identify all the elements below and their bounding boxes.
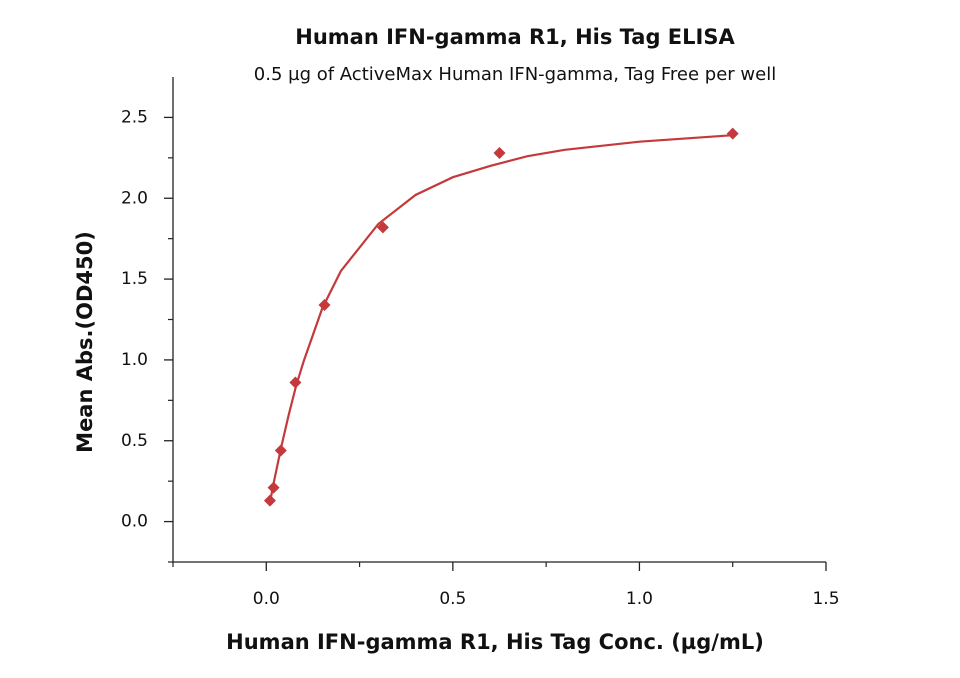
- y-tick-label: 1.0: [121, 350, 148, 370]
- y-axis-label: Mean Abs.(OD450): [73, 231, 97, 453]
- x-tick-label: 0.5: [439, 589, 466, 609]
- data-point: [493, 146, 506, 159]
- chart-title: Human IFN-gamma R1, His Tag ELISA: [295, 25, 735, 49]
- y-tick-label: 0.5: [121, 431, 148, 451]
- x-tick-label: 1.5: [812, 589, 839, 609]
- data-point: [376, 221, 389, 234]
- y-tick-label: 2.5: [121, 107, 148, 127]
- y-tick-label: 1.5: [121, 269, 148, 289]
- fit-curve: [268, 134, 733, 503]
- x-axis-label: Human IFN-gamma R1, His Tag Conc. (µg/mL…: [226, 630, 764, 654]
- x-tick-label: 0.0: [253, 589, 280, 609]
- y-tick-label: 0.0: [121, 512, 148, 532]
- chart-subtitle: 0.5 µg of ActiveMax Human IFN-gamma, Tag…: [254, 64, 776, 85]
- x-tick-label: 1.0: [626, 589, 653, 609]
- data-point: [726, 127, 739, 140]
- y-tick-label: 2.0: [121, 188, 148, 208]
